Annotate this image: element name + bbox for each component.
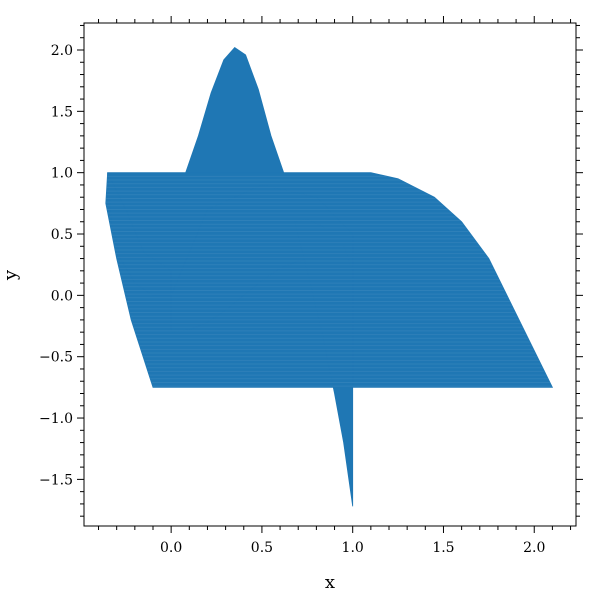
plot-frame — [83, 22, 577, 527]
series-shape-left-curve — [107, 172, 172, 296]
tick-labels: 0.0 0.5 1.0 1.5 2.0 −1.5 −1.0 −0.5 0.0 0.5 1.0 1.5 2… — [39, 43, 545, 556]
y-tick-label: −0.5 — [39, 350, 73, 366]
y-tick-label: 1.0 — [51, 166, 73, 182]
y-tick-label: 0.0 — [51, 288, 73, 304]
x-tick-label: 2.0 — [523, 540, 545, 556]
y-tick-label: −1.5 — [39, 472, 73, 488]
x-tick-label: 0.0 — [160, 540, 182, 556]
y-axis-title: y — [0, 269, 21, 281]
x-tick-label: 1.5 — [432, 540, 454, 556]
filled-shapes — [105, 47, 554, 507]
x-axis-title: x — [325, 572, 335, 593]
y-tick-label: 0.5 — [51, 227, 73, 243]
x-tick-label: 1.0 — [342, 540, 364, 556]
band-stripes — [105, 175, 553, 387]
x-tick-label: 0.5 — [251, 540, 273, 556]
series-shape-spike — [294, 218, 354, 507]
stripe-group — [105, 175, 553, 387]
y-tick-label: 2.0 — [51, 43, 73, 59]
y-tick-label: −1.0 — [39, 411, 73, 427]
axis-ticks — [77, 16, 583, 533]
y-tick-label: 1.5 — [51, 104, 73, 120]
series-shape-peak — [185, 47, 285, 174]
